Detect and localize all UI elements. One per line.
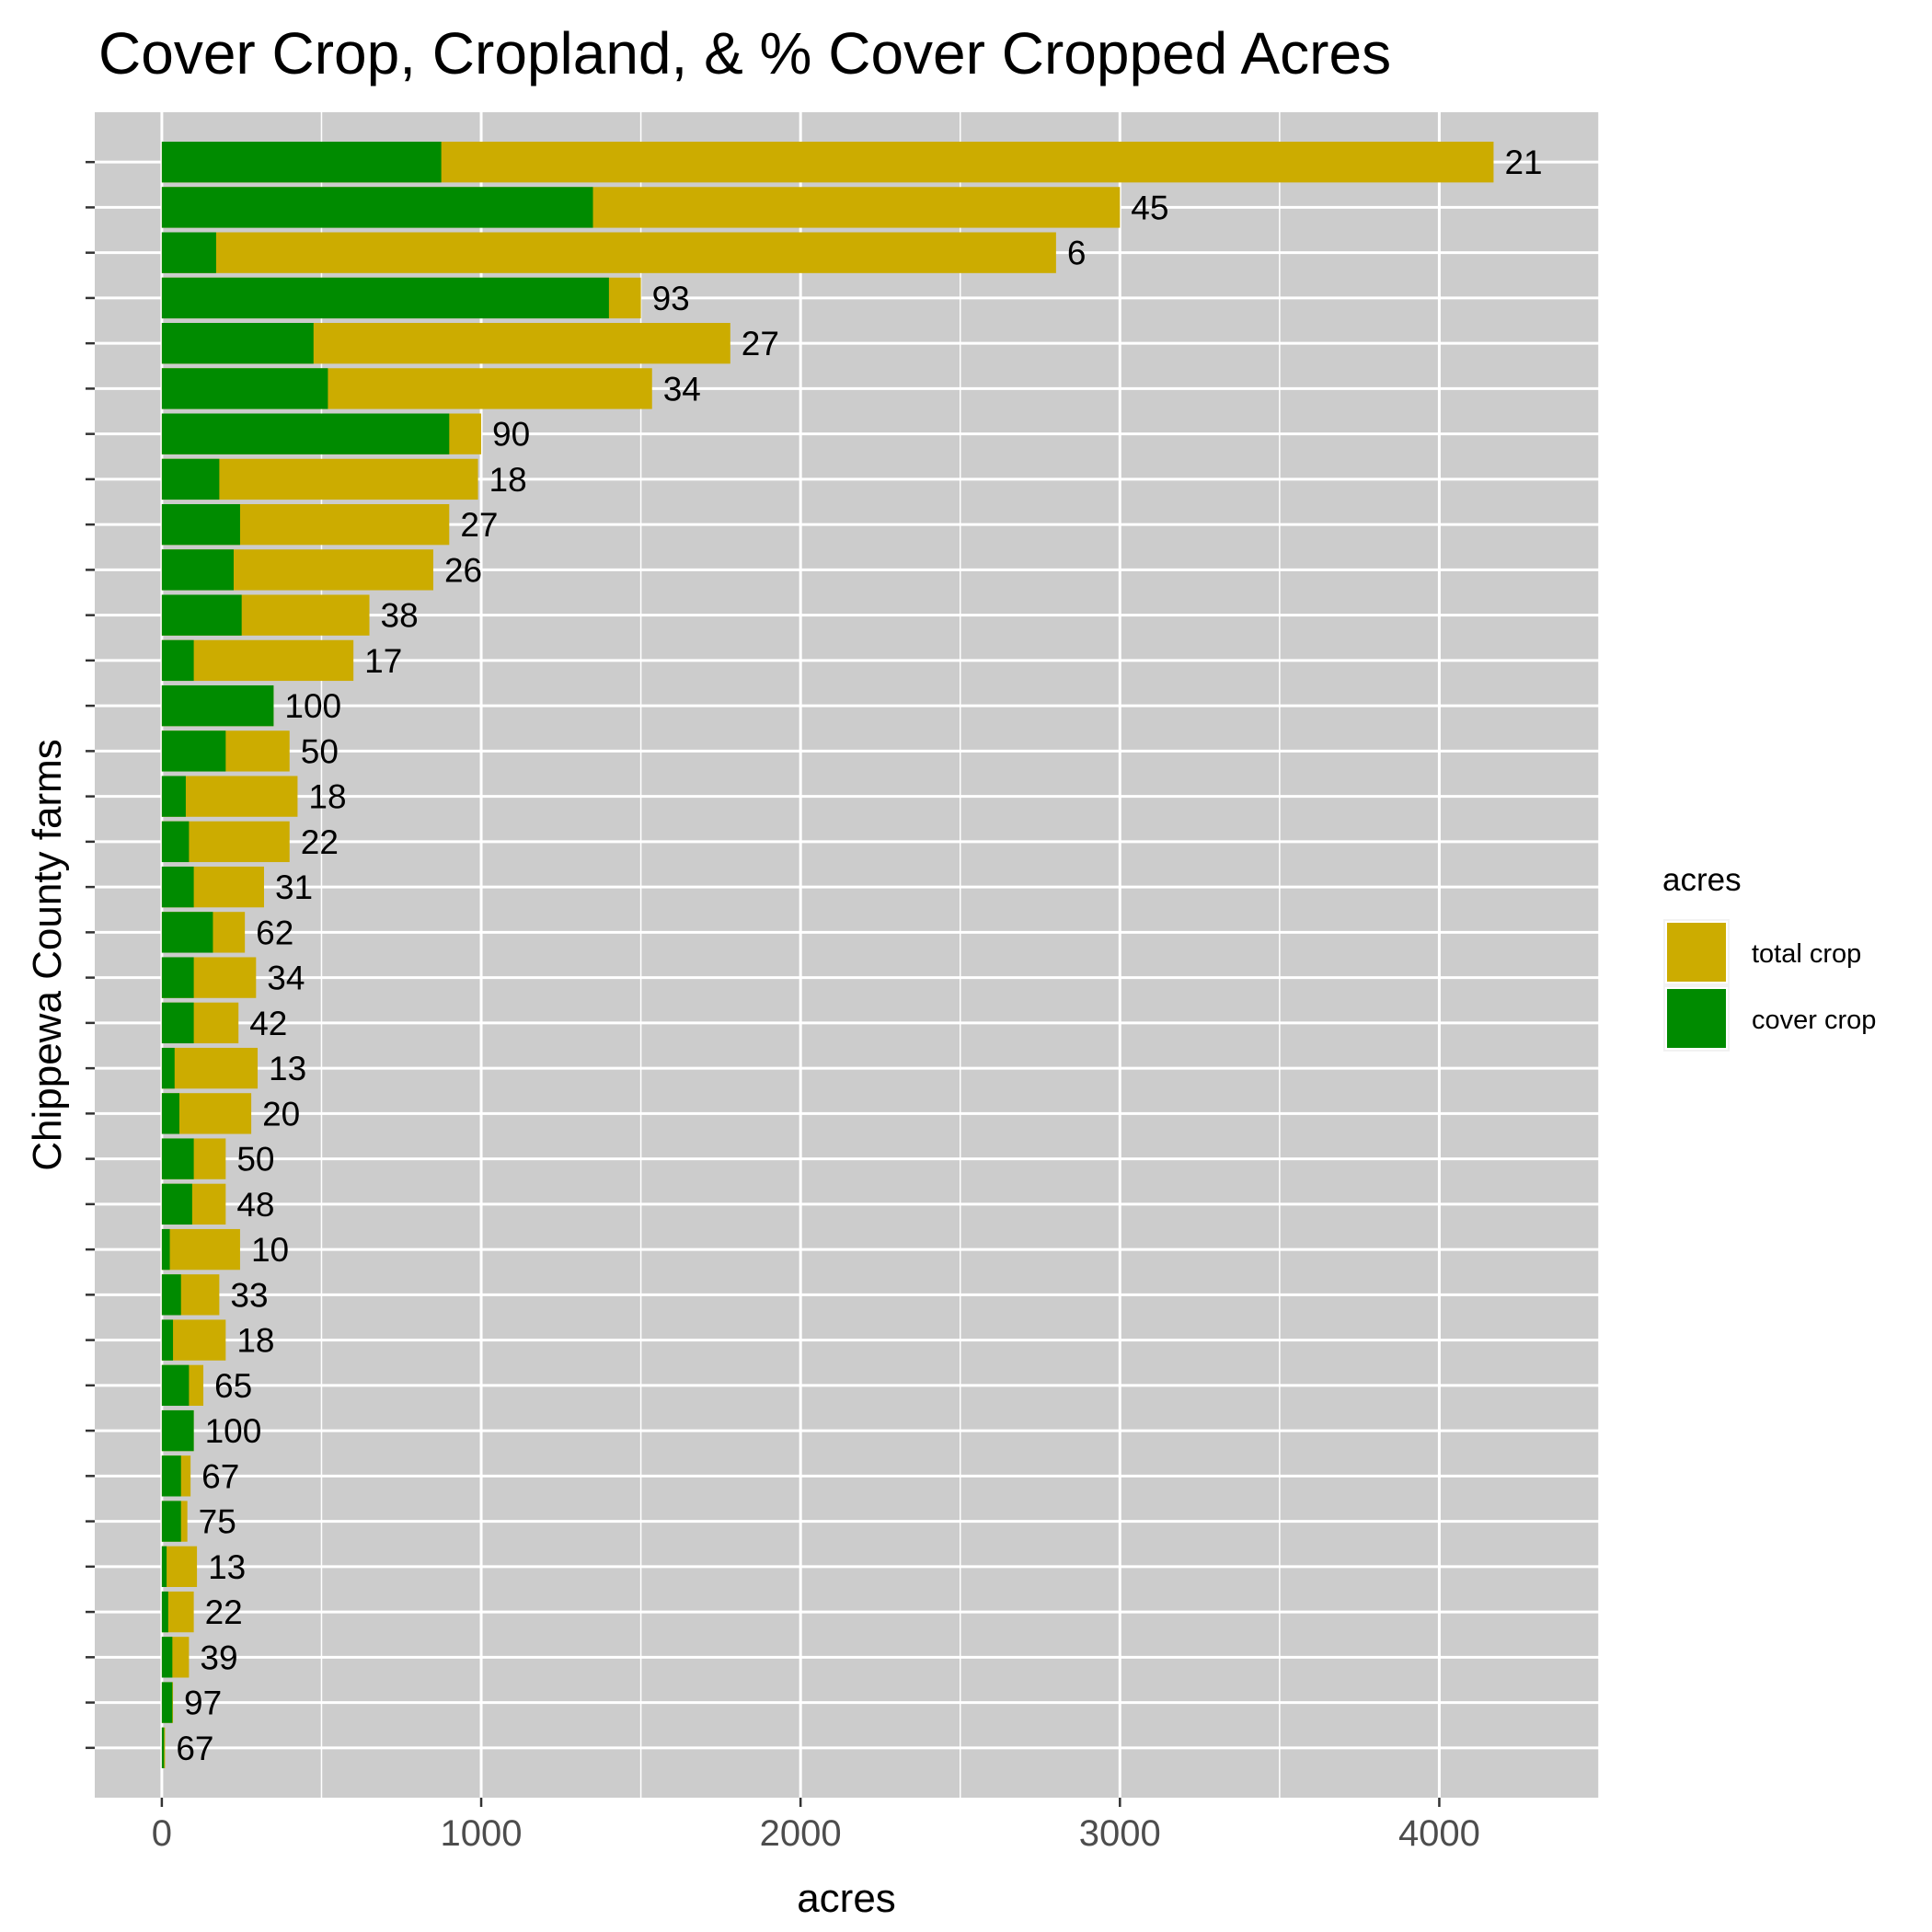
value-label: 100 [284,687,341,725]
value-label: 38 [381,597,419,635]
legend-swatch-cover-crop [1665,987,1728,1050]
value-label: 6 [1067,235,1087,272]
value-label: 65 [214,1367,252,1405]
bar-cover-crop [161,232,216,273]
x-tick-label: 0 [152,1813,172,1854]
chart-title: Cover Crop, Cropland, & % Cover Cropped … [98,20,1391,86]
bar-cover-crop [161,730,226,772]
bar-cover-crop [161,866,194,908]
bar-cover-crop [161,1319,174,1361]
value-label: 26 [444,551,482,589]
bar-cover-crop [161,368,328,409]
bar-cover-crop [161,1274,181,1316]
bar-cover-crop [161,503,240,546]
value-label: 62 [256,914,293,951]
value-label: 31 [275,868,313,906]
x-tick-label: 2000 [760,1813,842,1854]
bar-cover-crop [161,1228,170,1271]
bar-cover-crop [161,458,220,500]
value-label: 34 [663,370,701,408]
bar-cover-crop [161,323,314,364]
value-label: 22 [205,1593,243,1631]
value-label: 90 [492,416,530,454]
x-axis-title: acres [797,1876,896,1921]
value-label: 100 [205,1412,262,1450]
legend-label-cover-crop: cover crop [1752,1006,1876,1035]
bar-cover-crop [161,639,194,682]
value-label: 27 [742,325,779,362]
value-label: 50 [301,732,339,770]
bar-cover-crop [161,1364,190,1407]
value-label: 21 [1504,144,1542,181]
value-label: 34 [267,960,305,997]
value-label: 18 [308,778,346,816]
value-label: 39 [200,1639,237,1676]
legend-swatch-total-crop [1665,921,1728,983]
bar-cover-crop [161,776,186,817]
bar-cover-crop [161,957,194,998]
legend-label-total-crop: total crop [1752,939,1861,969]
plot-background [95,112,1599,1798]
value-label: 27 [460,506,498,544]
bar-cover-crop [161,549,235,591]
bar-cover-crop [161,187,593,228]
bar-cover-crop [161,1682,173,1723]
legend-title: acres [1662,862,1742,898]
x-tick-label: 1000 [441,1813,523,1854]
value-label: 93 [652,280,690,317]
bar-total-crop [161,1228,240,1271]
cover-crop-bars [161,142,609,1768]
bar-cover-crop [161,1455,181,1497]
value-label: 48 [236,1186,274,1224]
bar-cover-crop [161,1409,194,1452]
bar-cover-crop [161,684,274,727]
bar-total-crop [161,1546,198,1587]
bar-cover-crop [161,1546,167,1587]
bar-cover-crop [161,594,242,636]
bar-cover-crop [161,821,190,863]
value-label: 18 [236,1322,274,1360]
bar-cover-crop [161,1727,165,1768]
bar-cover-crop [161,277,609,319]
value-label: 13 [208,1548,246,1586]
value-label: 50 [236,1141,274,1179]
x-axis: 0 1000 2000 3000 4000 [86,160,1480,1854]
bar-cover-crop [161,1637,173,1678]
value-label: 67 [176,1730,213,1767]
legend: acres total crop cover crop [1662,862,1876,1052]
x-tick-label: 3000 [1079,1813,1161,1854]
value-label: 67 [201,1457,239,1495]
bar-cover-crop [161,912,213,953]
plot-panel: 21 45 6 93 27 34 90 18 27 26 38 17 100 50 18 22 31 62 34 42… [95,112,1600,1798]
bar-cover-crop [161,1138,194,1179]
value-label: 42 [249,1005,287,1042]
bar-cover-crop [161,1047,175,1089]
bar-cover-crop [161,142,442,183]
bar-cover-crop [161,1591,168,1633]
x-tick-label: 4000 [1398,1813,1480,1854]
value-label: 20 [262,1095,300,1133]
value-label: 13 [269,1050,306,1087]
bar-total-crop [161,1047,259,1089]
value-label: 18 [489,461,527,499]
value-label: 33 [230,1276,268,1314]
value-label: 22 [301,823,339,861]
bar-total-crop [161,232,1056,273]
value-labels: 21 45 6 93 27 34 90 18 27 26 38 17 100 50 18 22 31 62 34 42… [176,144,1542,1767]
bar-cover-crop [161,413,450,454]
bar-cover-crop [161,1093,179,1134]
y-axis-title: Chippewa County farms [25,739,70,1171]
value-label: 10 [251,1231,289,1269]
bar-cover-crop [161,1501,181,1542]
value-label: 17 [364,642,402,680]
value-label: 45 [1131,189,1168,226]
value-label: 97 [184,1685,222,1722]
bar-cover-crop [161,1002,194,1044]
value-label: 75 [199,1503,236,1541]
bar-cover-crop [161,1183,192,1225]
